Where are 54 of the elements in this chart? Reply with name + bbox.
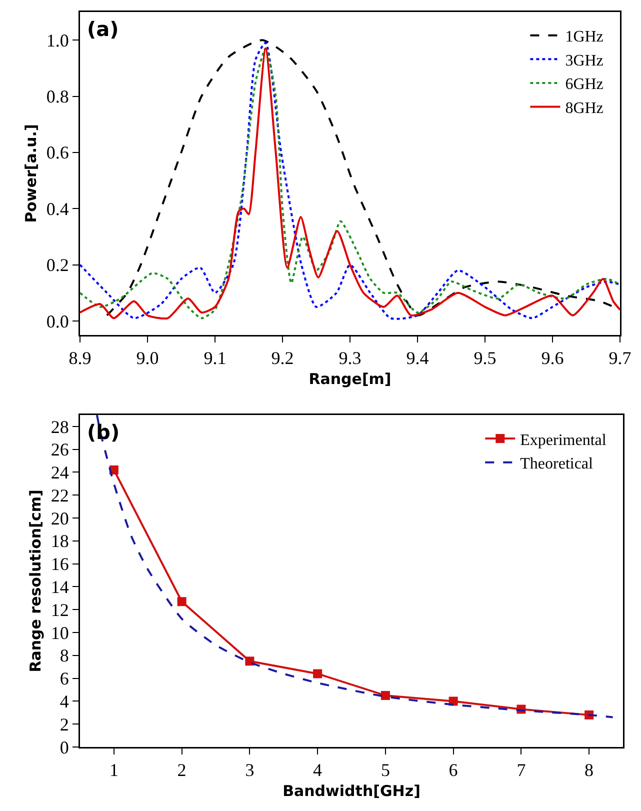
- x-tick-label: 4: [313, 760, 322, 780]
- y-tick-label: 20: [50, 508, 69, 528]
- y-tick-label: 8: [60, 646, 69, 666]
- point: [177, 597, 186, 606]
- x-axis-title: Range[m]: [308, 370, 392, 388]
- y-tick-label: 2: [60, 714, 69, 734]
- y-tick-label: 28: [50, 416, 69, 437]
- point: [313, 669, 322, 678]
- y-tick-label: 0.2: [46, 255, 69, 276]
- y-tick-label: 24: [50, 462, 69, 483]
- legend-label: Theoretical: [520, 456, 594, 473]
- x-tick-label: 9.2: [271, 348, 294, 368]
- y-tick-label: 0: [60, 737, 69, 758]
- legend-label: Experimental: [520, 432, 607, 449]
- y-tick-label: 18: [50, 531, 69, 552]
- legend-label: 3GHz: [565, 52, 604, 70]
- annotation: (a): [87, 17, 119, 41]
- legend-label: 1GHz: [565, 28, 604, 46]
- y-tick-label: 22: [50, 485, 69, 506]
- x-tick-label: 9.3: [338, 348, 362, 368]
- y-tick-label: 0.6: [46, 142, 69, 163]
- y-tick-label: 12: [50, 600, 69, 620]
- y-tick-label: 16: [50, 554, 69, 574]
- x-tick-label: 5: [380, 760, 390, 780]
- y-tick-label: 0.4: [46, 198, 69, 219]
- x-tick-label: 2: [177, 760, 186, 780]
- y-axis-title: Power[a.u.]: [22, 124, 40, 223]
- legend-label: 8GHz: [565, 100, 604, 117]
- x-tick-label: 8: [584, 760, 594, 780]
- x-axis-title: Bandwidth[GHz]: [282, 782, 420, 800]
- annotation: (b): [87, 420, 120, 444]
- x-tick-label: 1: [109, 760, 118, 780]
- x-tick-label: 3: [245, 760, 254, 780]
- y-axis-title: Range resolution[cm]: [26, 490, 44, 672]
- x-tick-label: 8.9: [68, 348, 92, 368]
- x-tick-label: 7: [516, 760, 526, 780]
- x-tick-label: 9.5: [474, 348, 496, 368]
- point: [245, 656, 254, 666]
- x-tick-label: 9.6: [541, 348, 564, 368]
- y-tick-label: 26: [50, 440, 69, 460]
- y-tick-label: 4: [60, 692, 69, 712]
- x-tick-label: 9.0: [136, 348, 159, 368]
- x-tick-label: 9.1: [204, 348, 226, 368]
- x-tick-label: 9.4: [406, 348, 429, 368]
- point: [380, 690, 390, 700]
- x-tick-label: 9.7: [608, 348, 632, 368]
- y-tick-label: 1.0: [46, 30, 69, 50]
- y-tick-label: 6: [60, 668, 69, 689]
- y-tick-label: 10: [50, 622, 69, 643]
- y-tick-label: 0.0: [46, 311, 69, 332]
- y-tick-label: 0.8: [46, 86, 69, 107]
- x-tick-label: 6: [448, 760, 458, 780]
- legend-label: 6GHz: [565, 76, 604, 94]
- y-tick-label: 14: [50, 577, 69, 598]
